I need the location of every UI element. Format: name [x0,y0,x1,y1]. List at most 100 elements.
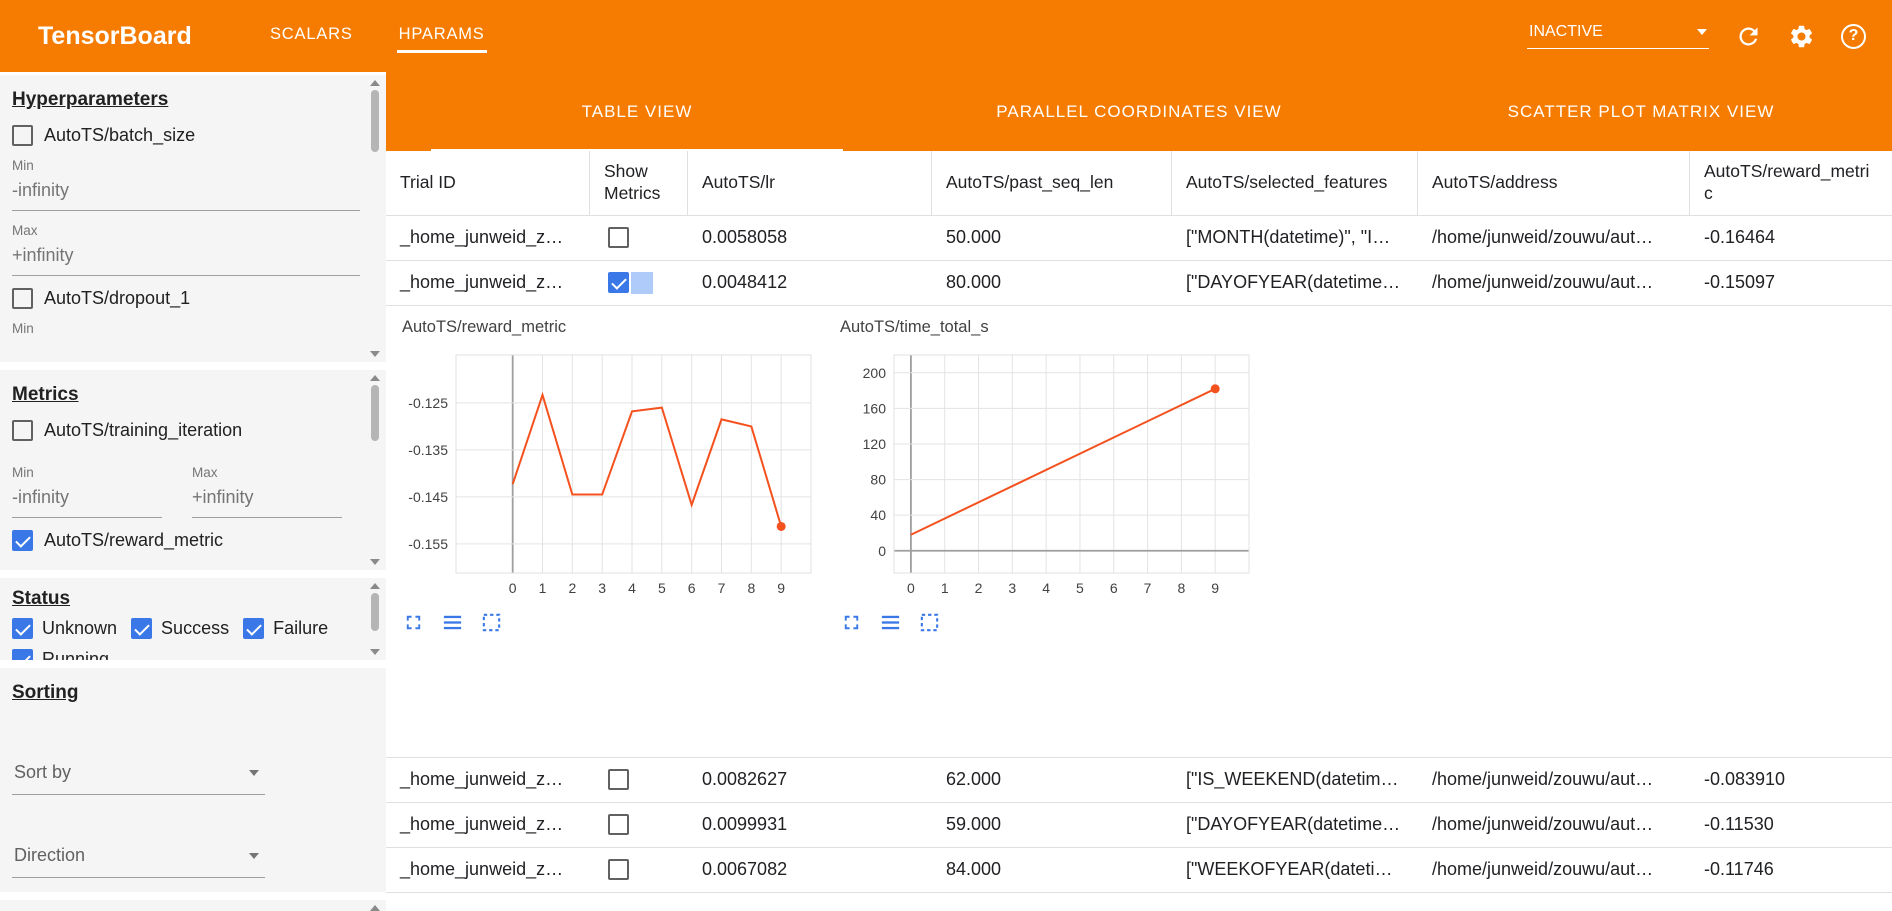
hyperparameters-heading: Hyperparameters [12,89,169,110]
scroll-up-icon[interactable] [370,905,380,911]
scroll-up-icon[interactable] [370,80,380,86]
cell-trial-id: _home_junweid_z… [400,769,564,790]
list-icon[interactable] [879,611,902,634]
show-metrics-checkbox[interactable] [608,814,629,836]
svg-text:9: 9 [1211,580,1219,596]
svg-text:-0.125: -0.125 [408,395,448,411]
scroll-up-icon[interactable] [370,583,380,589]
checkbox-reward-metric[interactable] [12,530,33,551]
scroll-thumb[interactable] [371,593,379,631]
fullscreen-icon[interactable] [402,611,425,634]
scrollbar[interactable] [369,80,381,357]
checkbox-label-reward-metric: AutoTS/reward_metric [44,530,224,550]
scroll-down-icon[interactable] [370,559,380,565]
tab-table-view[interactable]: TABLE VIEW [386,72,888,151]
hparams-sidebar: Hyperparameters AutoTS/batch_size Min -i… [0,72,386,911]
min-input[interactable]: -infinity [12,480,162,518]
direction-value: Direction [14,845,86,865]
checkbox-status-unknown[interactable] [12,618,33,639]
header-actions: INACTIVE ? [1527,23,1866,50]
svg-text:6: 6 [1110,580,1118,596]
fullscreen-icon[interactable] [840,611,863,634]
svg-text:5: 5 [658,580,666,596]
checkbox-status-success[interactable] [131,618,153,639]
cell-lr: 0.0058058 [702,227,788,248]
fit-domain-icon[interactable] [918,611,941,634]
cell-selected-features: ["DAYOFYEAR(datetime… [1186,272,1401,293]
hparams-main: TABLE VIEW PARALLEL COORDINATES VIEW SCA… [386,72,1892,911]
reload-status-dropdown[interactable]: INACTIVE [1527,23,1709,49]
fit-domain-icon[interactable] [480,611,503,634]
column-header-trial-id: Trial ID [386,151,590,215]
table-row[interactable]: _home_junweid_z… 0.0048412 80.000 ["DAYO… [386,261,1892,306]
svg-text:7: 7 [718,580,726,596]
min-input[interactable]: -infinity [12,173,360,211]
cell-selected-features: ["DAYOFYEAR(datetime… [1186,814,1401,835]
cell-show-metrics [590,227,688,249]
scroll-down-icon[interactable] [370,351,380,357]
list-icon[interactable] [441,611,464,634]
chart-title: AutoTS/reward_metric [402,317,567,336]
max-input[interactable]: +infinity [12,238,360,276]
chevron-down-icon [249,769,259,776]
cell-show-metrics [590,769,688,791]
cell-trial-id: _home_junweid_z… [400,859,564,880]
column-header-reward-metric: AutoTS/reward_metric [1704,161,1870,203]
cell-show-metrics [590,271,688,294]
svg-text:9: 9 [777,580,785,596]
cell-address: /home/junweid/zouwu/aut… [1432,272,1654,293]
app-title: TensorBoard [38,21,192,50]
checkbox-dropout-1[interactable] [12,288,33,309]
scrollbar[interactable] [369,583,381,655]
scroll-down-icon[interactable] [370,649,380,655]
cell-address: /home/junweid/zouwu/aut… [1432,859,1654,880]
scrollbar[interactable] [369,905,381,911]
chart-title: AutoTS/time_total_s [840,317,989,336]
show-metrics-checkbox[interactable] [608,227,629,249]
table-row[interactable]: _home_junweid_z… 0.0082627 62.000 ["IS_W… [386,758,1892,803]
scroll-thumb[interactable] [371,90,379,152]
help-icon[interactable]: ? [1841,23,1866,49]
refresh-icon[interactable] [1735,23,1762,50]
scroll-up-icon[interactable] [370,375,380,381]
svg-text:-0.155: -0.155 [408,536,448,552]
column-header-past-seq-len: AutoTS/past_seq_len [932,151,1172,215]
checkbox-batch-size[interactable] [12,125,33,146]
scroll-thumb[interactable] [371,385,379,441]
svg-text:2: 2 [568,580,576,596]
sorting-heading: Sorting [12,682,79,703]
direction-dropdown[interactable]: Direction [12,839,265,878]
sort-by-dropdown[interactable]: Sort by [12,756,265,795]
section-hyperparameters: Hyperparameters AutoTS/batch_size Min -i… [0,75,386,362]
checkbox-status-running[interactable] [12,649,33,660]
show-metrics-checkbox[interactable] [608,859,629,881]
column-header-selected-features: AutoTS/selected_features [1172,151,1418,215]
max-input[interactable]: +infinity [192,480,342,518]
show-metrics-checkbox[interactable] [608,272,629,294]
svg-text:0: 0 [907,580,915,596]
table-row[interactable]: _home_junweid_z… 0.0058058 50.000 ["MONT… [386,216,1892,261]
metrics-heading: Metrics [12,384,79,405]
section-sorting: Sorting Sort by Direction [0,668,386,892]
cell-past-seq-len: 84.000 [946,859,1002,880]
tab-scatter-plot-matrix-view[interactable]: SCATTER PLOT MATRIX VIEW [1507,101,1775,121]
tab-hparams[interactable]: HPARAMS [396,19,487,53]
svg-text:7: 7 [1144,580,1152,596]
tab-parallel-coordinates-view[interactable]: PARALLEL COORDINATES VIEW [996,101,1282,121]
show-metrics-checkbox[interactable] [608,769,629,791]
checkbox-status-failure[interactable] [243,618,265,639]
table-header-row: Trial ID Show Metrics AutoTS/lr AutoTS/p… [386,151,1892,216]
column-header-show-metrics: Show Metrics [590,151,688,215]
svg-text:8: 8 [1177,580,1185,596]
settings-gear-icon[interactable] [1788,23,1815,50]
tab-scalars[interactable]: SCALARS [270,25,353,43]
svg-text:-0.145: -0.145 [408,489,448,505]
cell-past-seq-len: 59.000 [946,814,1002,835]
table-row[interactable]: _home_junweid_z… 0.0067082 84.000 ["WEEK… [386,848,1892,893]
cell-reward-metric: -0.16464 [1704,227,1776,248]
svg-text:3: 3 [598,580,606,596]
table-row[interactable]: _home_junweid_z… 0.0099931 59.000 ["DAYO… [386,803,1892,848]
checkbox-training-iteration[interactable] [12,420,33,441]
scrollbar[interactable] [369,375,381,565]
cell-past-seq-len: 50.000 [946,227,1002,248]
